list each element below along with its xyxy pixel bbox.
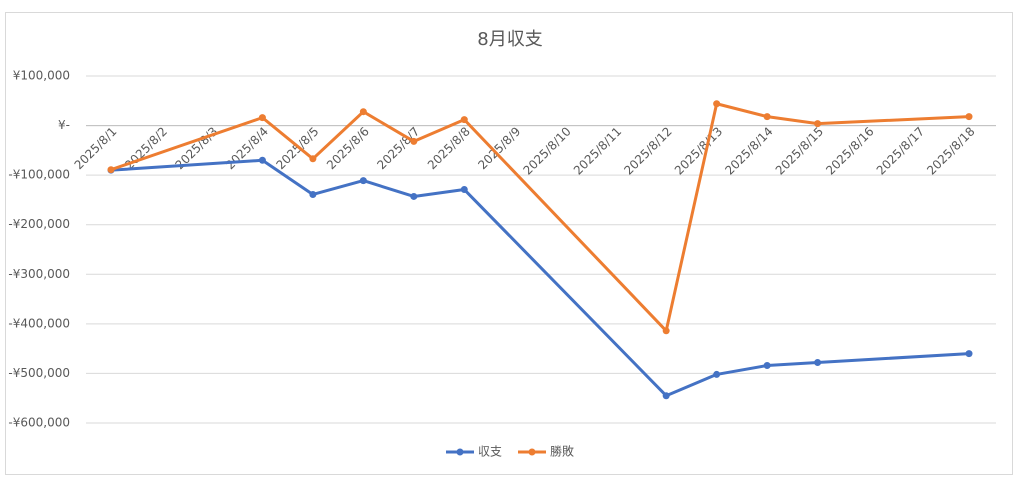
data-point xyxy=(713,370,721,378)
data-point xyxy=(814,359,822,367)
data-point xyxy=(662,392,670,400)
data-point xyxy=(258,156,266,164)
legend-marker xyxy=(456,448,464,456)
data-point xyxy=(763,361,771,369)
data-point xyxy=(410,192,418,200)
data-point xyxy=(309,155,317,163)
data-point xyxy=(460,186,468,194)
y-tick-label: ¥100,000 xyxy=(13,69,70,83)
y-tick-label: -¥500,000 xyxy=(8,366,70,380)
data-point xyxy=(965,113,973,121)
legend-marker xyxy=(528,448,536,456)
data-point xyxy=(359,108,367,116)
data-point xyxy=(410,137,418,145)
data-point xyxy=(662,327,670,335)
data-point xyxy=(107,166,115,174)
chart-title: 8月収支 xyxy=(477,29,542,50)
legend-label: 収支 xyxy=(478,445,502,459)
data-point xyxy=(814,120,822,128)
y-tick-label: -¥300,000 xyxy=(8,267,70,281)
legend-label: 勝敗 xyxy=(550,444,574,459)
y-tick-label: -¥600,000 xyxy=(8,416,70,430)
y-tick-label: -¥200,000 xyxy=(8,217,70,231)
y-tick-label: -¥100,000 xyxy=(8,168,70,182)
data-point xyxy=(763,113,771,121)
data-point xyxy=(460,116,468,124)
y-tick-label: ¥- xyxy=(58,118,70,132)
data-point xyxy=(258,114,266,122)
data-point xyxy=(965,350,973,358)
data-point xyxy=(359,177,367,185)
y-tick-label: -¥400,000 xyxy=(8,316,70,330)
data-point xyxy=(713,100,721,108)
chart-border xyxy=(5,12,1013,475)
data-point xyxy=(309,190,317,198)
